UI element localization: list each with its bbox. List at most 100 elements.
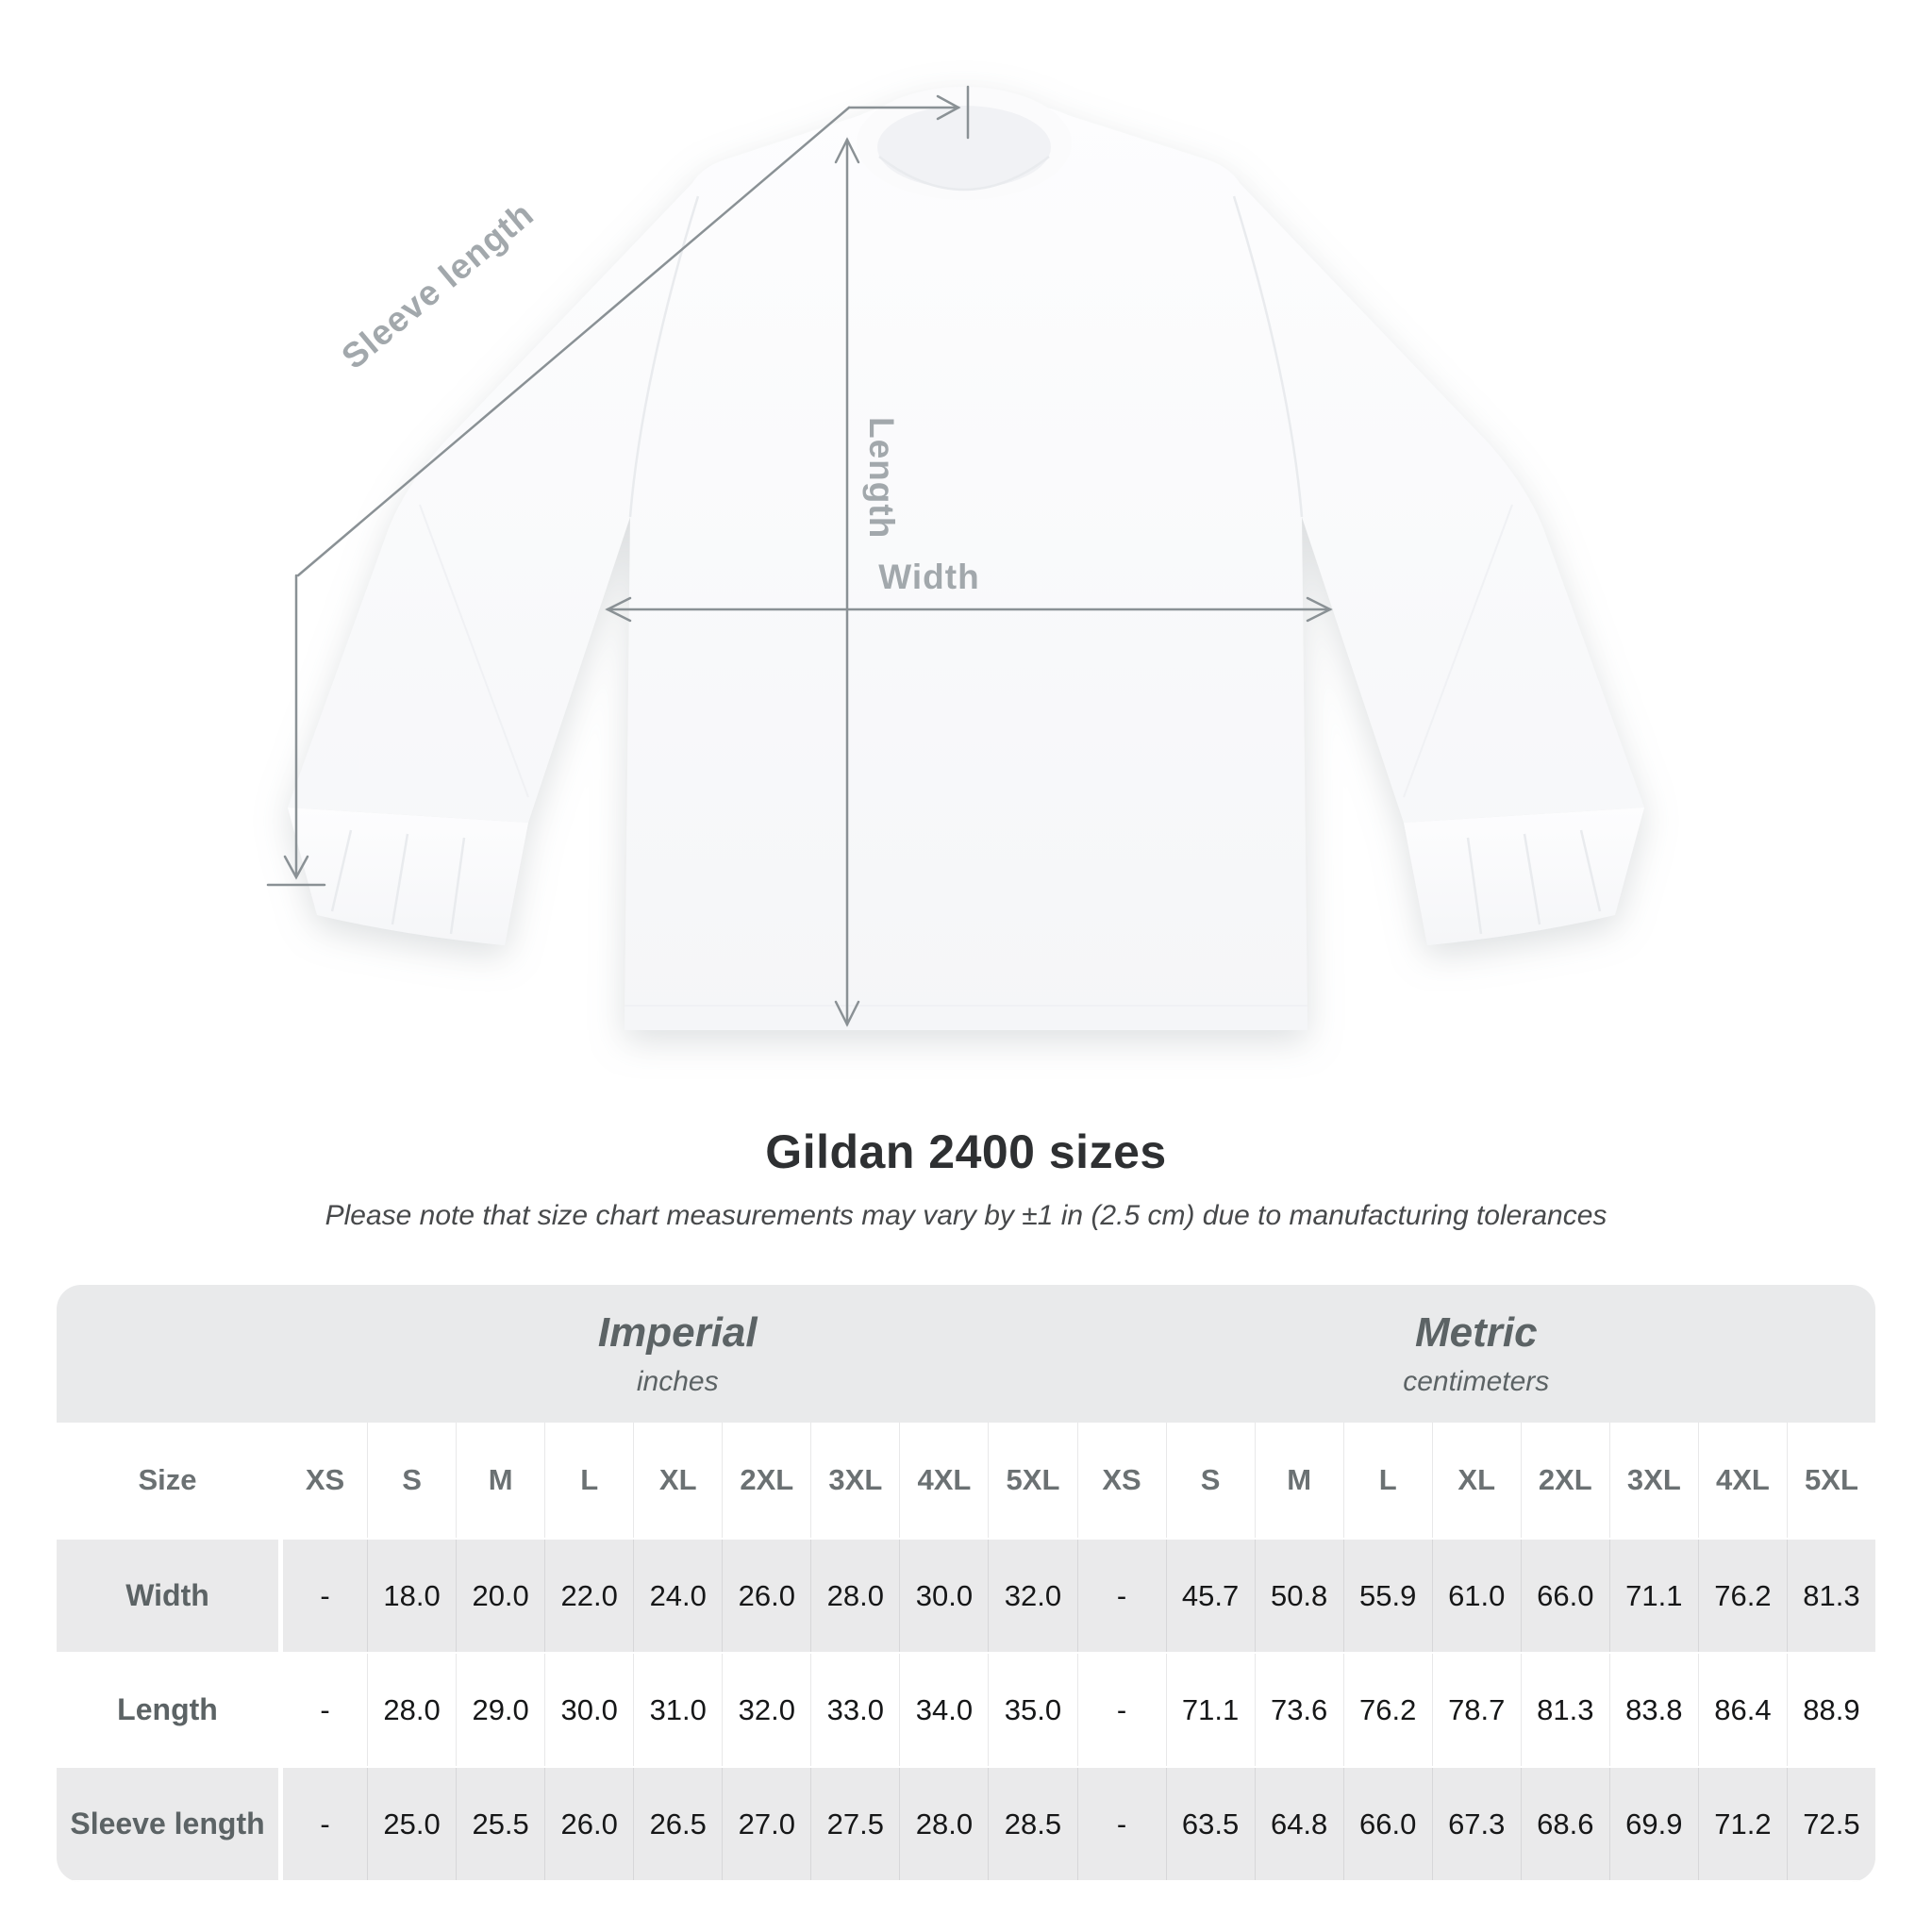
length-label: Length — [862, 417, 901, 539]
size-col-header: L — [1342, 1423, 1432, 1538]
value-cell: 28.0 — [899, 1768, 988, 1880]
value-cell: 30.0 — [899, 1540, 988, 1652]
value-cell: 26.0 — [722, 1540, 810, 1652]
width-measure-line — [605, 596, 1333, 623]
imperial-header: Imperial inches — [278, 1285, 1077, 1423]
table-row: Sleeve length -25.0 25.5 26.0 26.5 27.0 27.5 28… — [57, 1766, 1875, 1882]
row-label: Length — [117, 1692, 218, 1726]
table-row: Length -28.0 29.0 30.0 31.0 32.0 33.0 34.0 35.0-… — [57, 1654, 1875, 1766]
page-title: Gildan 2400 sizes — [765, 1125, 1167, 1178]
value-cell: 76.2 — [1697, 1540, 1787, 1652]
value-cell: 32.0 — [988, 1540, 1076, 1652]
size-column-label: Size — [138, 1463, 197, 1496]
row-label: Width — [125, 1578, 209, 1612]
size-col-header: 4XL — [1697, 1423, 1787, 1538]
value-cell: 66.0 — [1342, 1768, 1432, 1880]
value-cell: 71.2 — [1697, 1768, 1787, 1880]
value-cell: 63.5 — [1165, 1768, 1255, 1880]
table-row: Width -18.0 20.0 22.0 24.0 26.0 28.0 30.0 32.0-4… — [57, 1538, 1875, 1654]
shirt-illustration — [288, 87, 1644, 1030]
value-cell: 28.0 — [367, 1654, 456, 1766]
size-col-header: 5XL — [1786, 1423, 1875, 1538]
row-label: Sleeve length — [70, 1807, 265, 1840]
size-col-header: 5XL — [988, 1423, 1076, 1538]
value-cell: 78.7 — [1431, 1654, 1521, 1766]
value-cell: 76.2 — [1342, 1654, 1432, 1766]
value-cell: - — [278, 1768, 367, 1880]
value-cell: 20.0 — [456, 1540, 544, 1652]
unit-header-spacer — [57, 1285, 278, 1423]
value-cell: 88.9 — [1786, 1654, 1875, 1766]
size-col-header: S — [367, 1423, 456, 1538]
value-cell: 25.5 — [456, 1768, 544, 1880]
size-col-header: 3XL — [810, 1423, 899, 1538]
length-measure-line — [834, 137, 860, 1027]
value-cell: 26.5 — [633, 1768, 722, 1880]
value-cell: 73.6 — [1254, 1654, 1343, 1766]
shirt-size-diagram: Sleeve length Length Width — [266, 85, 1644, 1030]
value-cell: - — [1076, 1768, 1166, 1880]
value-cell: 64.8 — [1254, 1768, 1343, 1880]
size-col-header: L — [544, 1423, 633, 1538]
value-cell: 30.0 — [544, 1654, 633, 1766]
sleeve-length-label: Sleeve length — [334, 194, 541, 376]
imperial-title: Imperial — [597, 1309, 758, 1356]
size-col-header: XL — [1431, 1423, 1521, 1538]
value-cell: - — [1076, 1540, 1166, 1652]
value-cell: 31.0 — [633, 1654, 722, 1766]
value-cell: 28.5 — [988, 1768, 1076, 1880]
value-cell: 33.0 — [810, 1654, 899, 1766]
metric-title: Metric — [1414, 1309, 1538, 1356]
width-label: Width — [878, 558, 979, 596]
size-table: Imperial inches Metric centimeters Size … — [57, 1285, 1875, 1882]
size-col-header: 4XL — [899, 1423, 988, 1538]
value-cell: 35.0 — [988, 1654, 1076, 1766]
value-cell: 27.5 — [810, 1768, 899, 1880]
size-col-header: 2XL — [722, 1423, 810, 1538]
value-cell: 68.6 — [1520, 1768, 1609, 1880]
value-cell: 86.4 — [1697, 1654, 1787, 1766]
value-cell: 25.0 — [367, 1768, 456, 1880]
value-cell: 22.0 — [544, 1540, 633, 1652]
value-cell: 18.0 — [367, 1540, 456, 1652]
unit-header-row: Imperial inches Metric centimeters — [57, 1285, 1875, 1423]
size-header-row: Size XS S M L XL 2XL 3XL 4XL 5XL XS S M L XL 2XL 3XL 4XL… — [57, 1423, 1875, 1538]
value-cell: - — [1076, 1654, 1166, 1766]
value-cell: 28.0 — [810, 1540, 899, 1652]
size-col-header: XS — [278, 1423, 367, 1538]
size-col-header: M — [1254, 1423, 1343, 1538]
value-cell: 50.8 — [1254, 1540, 1343, 1652]
value-cell: - — [278, 1654, 367, 1766]
value-cell: 24.0 — [633, 1540, 722, 1652]
value-cell: 83.8 — [1608, 1654, 1698, 1766]
value-cell: 67.3 — [1431, 1768, 1521, 1880]
value-cell: 69.9 — [1608, 1768, 1698, 1880]
table-body: Width -18.0 20.0 22.0 24.0 26.0 28.0 30.0 32.0-4… — [57, 1538, 1875, 1882]
value-cell: - — [278, 1540, 367, 1652]
size-col-header: XS — [1076, 1423, 1166, 1538]
value-cell: 29.0 — [456, 1654, 544, 1766]
value-cell: 27.0 — [722, 1768, 810, 1880]
tolerance-note: Please note that size chart measurements… — [325, 1200, 1607, 1231]
size-col-header: M — [456, 1423, 544, 1538]
size-col-header: S — [1165, 1423, 1255, 1538]
value-cell: 81.3 — [1520, 1654, 1609, 1766]
value-cell: 72.5 — [1786, 1768, 1875, 1880]
value-cell: 71.1 — [1608, 1540, 1698, 1652]
imperial-unit: inches — [636, 1366, 719, 1397]
value-cell: 61.0 — [1431, 1540, 1521, 1652]
value-cell: 55.9 — [1342, 1540, 1432, 1652]
size-col-header: XL — [633, 1423, 722, 1538]
value-cell: 81.3 — [1786, 1540, 1875, 1652]
value-cell: 45.7 — [1165, 1540, 1255, 1652]
sleeve-length-measure-line — [266, 85, 970, 887]
metric-unit: centimeters — [1403, 1366, 1550, 1397]
value-cell: 32.0 — [722, 1654, 810, 1766]
value-cell: 34.0 — [899, 1654, 988, 1766]
value-cell: 66.0 — [1520, 1540, 1609, 1652]
size-col-header: 2XL — [1520, 1423, 1609, 1538]
size-col-header: 3XL — [1608, 1423, 1698, 1538]
metric-header: Metric centimeters — [1077, 1285, 1876, 1423]
value-cell: 26.0 — [544, 1768, 633, 1880]
value-cell: 71.1 — [1165, 1654, 1255, 1766]
